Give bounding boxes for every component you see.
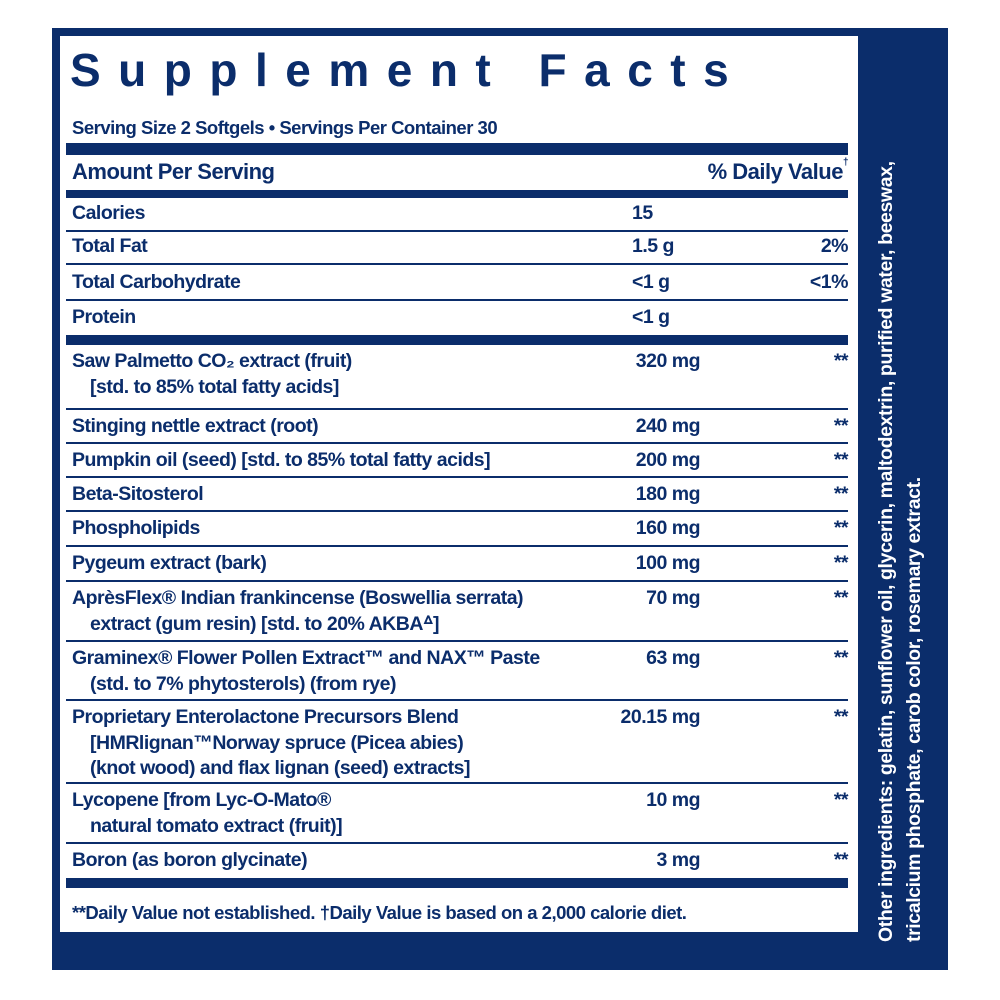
ingredient-amount: 20.15 mg [620,706,701,728]
ingredient-name-line: Lycopene [from Lyc-O-Mato® [72,789,331,811]
divider-thin [66,782,848,784]
footnote: **Daily Value not established. †Daily Va… [72,902,687,923]
nutrient-name: Total Fat [72,235,148,257]
divider-thin [66,230,848,232]
ingredient-name-line: Stinging nettle extract (root) [72,415,319,437]
ingredient-amount: 10 mg [646,789,700,811]
ingredient-name-line: AprèsFlex® Indian frankincense (Boswelli… [72,587,524,609]
divider-thin [66,640,848,642]
ingredient-name-line: extract (gum resin) [std. to 20% AKBAᐞ] [90,612,440,635]
divider-thin [66,699,848,701]
other-ingredients-line: Other ingredients: gelatin, sunflower oi… [875,161,897,942]
nutrient-daily-value: <1% [809,271,849,293]
ingredient-daily-value: ** [833,706,849,728]
ingredient-daily-value: ** [833,350,849,372]
ingredient-daily-value: ** [833,517,849,539]
nutrient-amount: 1.5 g [632,235,674,257]
divider-thick [66,335,848,345]
other-ingredients-line: tricalcium phosphate, carob color, rosem… [903,477,925,942]
divider-thin [66,408,848,410]
dagger-mark: † [842,157,849,168]
ingredient-amount: 200 mg [635,449,701,471]
ingredient-name-line: natural tomato extract (fruit)] [90,814,343,837]
ingredient-daily-value: ** [833,483,849,505]
ingredient-name-line: Phospholipids [72,517,200,539]
ingredient-name-line: Beta-Sitosterol [72,483,204,505]
other-ingredients: Other ingredients: gelatin, sunflower oi… [872,42,928,942]
ingredient-name-line: Boron (as boron glycinate) [72,849,308,871]
ingredient-name-line: (std. to 7% phytosterols) (from rye) [90,672,396,695]
ingredient-name-line: Proprietary Enterolactone Precursors Ble… [72,706,459,728]
ingredient-amount: 320 mg [635,350,701,372]
divider-thin [66,510,848,512]
ingredient-amount: 63 mg [646,647,700,669]
ingredient-amount: 100 mg [635,552,701,574]
divider-thin [66,545,848,547]
divider-thick [66,190,848,198]
nutrient-name: Total Carbohydrate [72,271,241,293]
ingredient-daily-value: ** [833,587,849,609]
ingredient-name-line: [HMRlignan™Norway spruce (Picea abies) [90,731,464,754]
ingredient-daily-value: ** [833,449,849,471]
divider-thick [66,878,848,888]
ingredient-name-line: [std. to 85% total fatty acids] [90,375,339,398]
panel-title: Supplement Facts [70,44,747,96]
ingredient-amount: 180 mg [635,483,701,505]
nutrient-amount: <1 g [632,306,670,328]
ingredient-amount: 240 mg [635,415,701,437]
nutrient-amount: <1 g [632,271,670,293]
ingredient-amount: 3 mg [656,849,700,871]
ingredient-name-line: Pygeum extract (bark) [72,552,267,574]
ingredient-daily-value: ** [833,415,849,437]
divider-thin [66,580,848,582]
divider-thin [66,442,848,444]
ingredient-daily-value: ** [833,849,849,871]
serving-info: Serving Size 2 Softgels • Servings Per C… [72,117,498,138]
ingredient-amount: 160 mg [635,517,701,539]
ingredient-daily-value: ** [833,789,849,811]
nutrient-name: Calories [72,202,145,224]
ingredient-name-line: (knot wood) and flax lignan (seed) extra… [90,757,470,779]
ingredient-daily-value: ** [833,552,849,574]
divider-thin [66,842,848,844]
ingredient-name-line: Pumpkin oil (seed) [std. to 85% total fa… [72,449,491,471]
ingredient-amount: 70 mg [646,587,700,609]
ingredient-name-line: Graminex® Flower Pollen Extract™ and NAX… [72,647,540,669]
divider-thin [66,476,848,478]
ingredient-daily-value: ** [833,647,849,669]
daily-value-header: % Daily Value† [707,157,849,186]
nutrient-amount: 15 [632,202,653,224]
divider-thick [66,143,848,155]
daily-value-label: % Daily Value [707,159,844,184]
nutrient-name: Protein [72,306,136,328]
ingredient-name-line: Saw Palmetto CO₂ extract (fruit) [72,350,352,372]
amount-per-serving-header: Amount Per Serving [72,159,275,184]
nutrient-daily-value: 2% [820,235,849,257]
divider-thin [66,299,848,301]
divider-thin [66,263,848,265]
